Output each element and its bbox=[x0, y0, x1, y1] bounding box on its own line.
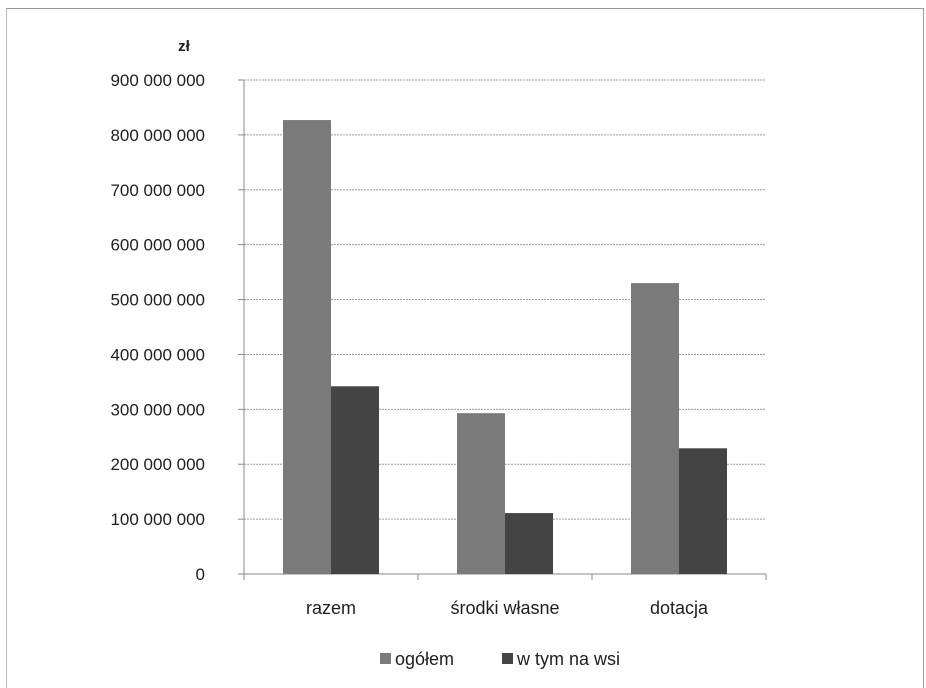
y-tick-label: 600 000 000 bbox=[110, 236, 205, 255]
x-category-label: środki własne bbox=[450, 598, 559, 618]
bar-w-tym-na-wsi bbox=[505, 513, 553, 574]
y-tick-label: 500 000 000 bbox=[110, 291, 205, 310]
y-tick-label: 100 000 000 bbox=[110, 510, 205, 529]
x-category-label: razem bbox=[306, 598, 356, 618]
bar-ogolem bbox=[457, 413, 505, 574]
axis-labels: 0 100 000 000 200 000 000 300 000 000 400 00… bbox=[110, 71, 709, 618]
legend-swatch bbox=[502, 653, 513, 664]
y-tick-label: 0 bbox=[196, 565, 205, 584]
y-tick-label: 700 000 000 bbox=[110, 181, 205, 200]
bar-ogolem bbox=[631, 283, 679, 574]
bar-w-tym-na-wsi bbox=[331, 386, 379, 574]
y-tick-label: 400 000 000 bbox=[110, 345, 205, 364]
chart-frame bbox=[6, 8, 924, 688]
legend-label: w tym na wsi bbox=[516, 649, 620, 669]
y-axis-unit-label: zł bbox=[178, 38, 191, 55]
bar-ogolem bbox=[283, 120, 331, 575]
legend-label: ogółem bbox=[395, 649, 454, 669]
legend: ogółem w tym na wsi bbox=[380, 649, 620, 669]
y-tick-label: 900 000 000 bbox=[110, 71, 205, 90]
y-tick-label: 300 000 000 bbox=[110, 400, 205, 419]
bars bbox=[283, 120, 727, 575]
y-tick-label: 800 000 000 bbox=[110, 126, 205, 145]
bar-w-tym-na-wsi bbox=[679, 448, 727, 574]
legend-swatch bbox=[380, 653, 391, 664]
x-category-label: dotacja bbox=[650, 598, 709, 618]
y-tick-label: 200 000 000 bbox=[110, 455, 205, 474]
